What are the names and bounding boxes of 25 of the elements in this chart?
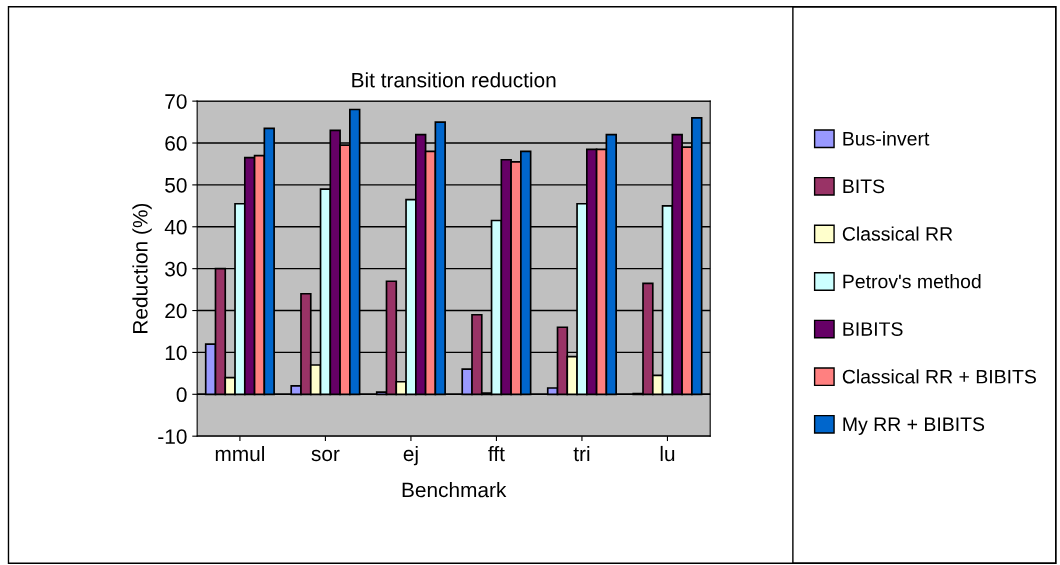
legend-label: Petrov's method <box>843 274 981 289</box>
x-tick-label: fft <box>488 445 505 462</box>
legend-label: Bus-invert <box>843 131 930 146</box>
y-tick-label: 20 <box>165 303 187 319</box>
y-tick-label: 60 <box>165 136 187 151</box>
y-tick-label: 10 <box>165 345 187 361</box>
x-tick-label: sor <box>311 449 340 462</box>
legend-label: Classical RR + BIBITS <box>842 369 1036 384</box>
x-axis-title: Benchmark <box>402 481 507 498</box>
legend-label: BIBITS <box>843 322 903 336</box>
y-tick-label: 30 <box>165 261 187 277</box>
x-tick-label: mmul <box>215 445 264 462</box>
y-tick-label: -10 <box>158 429 187 444</box>
x-tick-label: lu <box>660 445 675 462</box>
x-tick-label: ej <box>403 445 418 466</box>
y-tick-label: 50 <box>165 177 187 193</box>
y-tick-label: 0 <box>176 387 187 403</box>
chart-title: Bit transition reduction <box>352 72 556 88</box>
y-tick-label: 40 <box>164 219 187 235</box>
x-tick-label: tri <box>573 445 590 462</box>
legend-label: My RR + BIBITS <box>843 417 985 435</box>
legend-label: BITS <box>843 179 885 194</box>
y-tick-label: 70 <box>165 94 187 109</box>
legend-label: Classical RR <box>842 226 953 241</box>
y-axis-title: Reduction (%) <box>132 203 152 333</box>
